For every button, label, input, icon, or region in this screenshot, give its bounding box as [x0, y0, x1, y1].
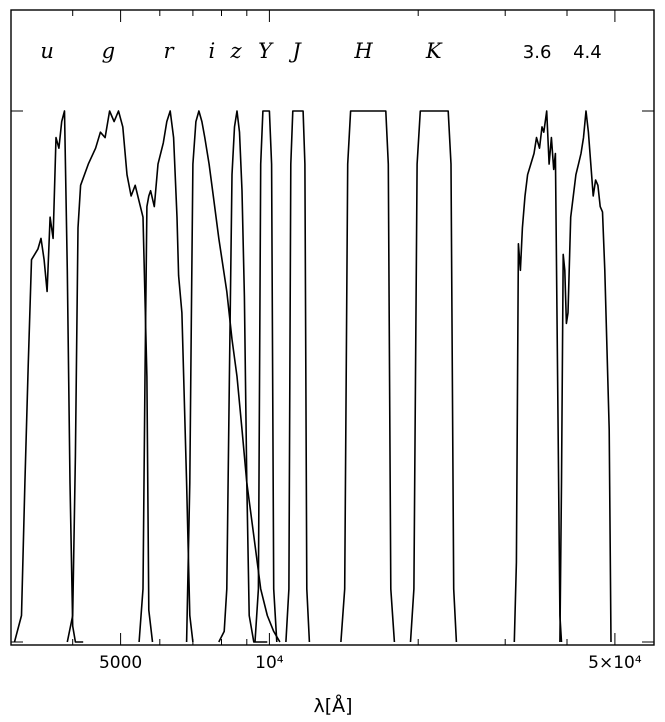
- x-tick-label: 5×10⁴: [588, 653, 642, 673]
- filter-curve-9: [513, 110, 563, 643]
- filter-curve-1: [66, 110, 154, 643]
- band-label: g: [102, 39, 115, 63]
- band-label: r: [163, 39, 175, 63]
- x-tick-labels: 5000 10⁴ 5×10⁴: [99, 653, 642, 673]
- filter-curve-3: [185, 110, 281, 643]
- band-label: H: [353, 39, 373, 63]
- filter-curves: [13, 110, 612, 643]
- filter-curve-2: [138, 110, 194, 643]
- filter-curve-6: [285, 110, 311, 643]
- filter-curve-5: [254, 110, 278, 643]
- filter-curve-4: [218, 110, 268, 643]
- band-label: 4.4: [573, 42, 602, 63]
- filter-curve-7: [340, 110, 396, 643]
- band-label: 3.6: [523, 42, 552, 63]
- band-label: z: [229, 39, 242, 63]
- filter-curve-0: [13, 110, 84, 643]
- band-label: Y: [258, 39, 274, 63]
- band-label: u: [40, 39, 54, 63]
- filter-curve-8: [409, 110, 458, 643]
- axis-ticks: [10, 10, 655, 645]
- x-tick-label: 10⁴: [255, 653, 284, 673]
- band-labels: u g r i z Y J H K 3.6 4.4: [40, 39, 601, 63]
- plot-frame: [10, 9, 655, 646]
- filter-curve-10: [559, 110, 612, 643]
- x-axis-label: λ[Å]: [313, 694, 352, 717]
- x-tick-label: 5000: [99, 653, 142, 673]
- band-label: K: [425, 39, 443, 63]
- band-label: i: [209, 39, 216, 63]
- band-label: J: [288, 39, 302, 63]
